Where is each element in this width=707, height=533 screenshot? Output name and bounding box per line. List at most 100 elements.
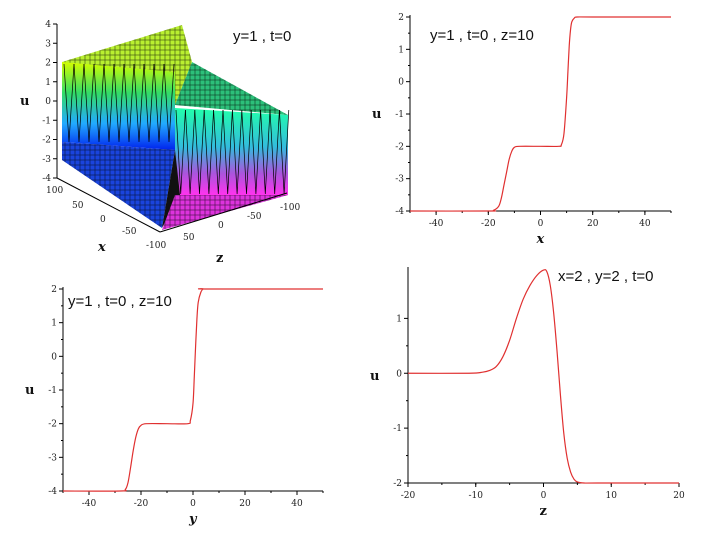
x-tick: 50 <box>72 201 84 211</box>
x-tick: -50 <box>122 227 137 237</box>
x-tick: 100 <box>46 186 63 196</box>
annotation: x=2 , y=2 , t=0 <box>558 268 653 285</box>
u-tick: -3 <box>42 155 51 165</box>
mesh-line <box>73 63 85 143</box>
mesh-line <box>133 63 145 143</box>
x-tick-label: -10 <box>469 491 484 501</box>
mesh-line <box>175 109 186 195</box>
x-tick: 0 <box>100 215 106 225</box>
u-tick: 0 <box>45 97 51 107</box>
u-axis-label: u <box>20 94 29 109</box>
x-axis-label: x <box>97 240 106 255</box>
x-tick-label: 0 <box>538 219 544 229</box>
annotation: y=1 , t=0 , z=10 <box>430 27 534 44</box>
u-tick: 1 <box>45 78 51 88</box>
mesh-line <box>143 63 155 143</box>
series-line-u <box>62 288 323 492</box>
line-chart-u-vs-x: 2 1 0 -1 -2 -3 -4 -40 -20 0 20 40 u x y=1 , t=0 , z=10 <box>372 13 672 247</box>
mesh-line <box>103 63 115 143</box>
u-tick: 3 <box>45 39 51 49</box>
z-axis-label: z <box>216 251 223 266</box>
y-axis-label: u <box>372 107 381 122</box>
y-tick-label: 1 <box>398 45 404 55</box>
mesh-line <box>83 63 95 143</box>
series-line-u <box>407 269 679 484</box>
x-tick-label: 20 <box>239 499 251 509</box>
y-tick-label: -2 <box>395 142 404 152</box>
surface-left-face <box>62 62 175 150</box>
surface-plot-3d: 4 3 2 1 0 -1 -2 -3 -4 u 100 50 0 -50 -100 -100 -… <box>20 20 300 266</box>
y-tick-label: 1 <box>51 319 57 329</box>
y-tick-label: 2 <box>51 285 57 295</box>
u-tick: -1 <box>42 116 51 126</box>
mesh-line <box>269 109 280 195</box>
u-tick: -4 <box>42 174 51 184</box>
y-tick-label: -4 <box>395 207 404 217</box>
y-axis-label: u <box>25 383 34 398</box>
y-axis-label: u <box>370 369 379 384</box>
mesh-line <box>163 63 175 143</box>
y-tick-label: -4 <box>48 487 57 497</box>
mesh-line <box>260 109 271 195</box>
mesh-line <box>213 109 224 195</box>
z-tick: -50 <box>247 212 262 222</box>
annotation: y=1 , t=0 <box>233 28 291 45</box>
mesh-line <box>123 63 135 143</box>
x-tick: -100 <box>146 241 166 251</box>
mesh-line <box>232 109 243 195</box>
y-tick-label: 2 <box>398 13 404 23</box>
x-tick-label: 40 <box>291 499 303 509</box>
y-tick-label: 0 <box>51 352 57 362</box>
z-axis-line <box>159 192 288 233</box>
z-tick: 0 <box>218 221 224 231</box>
x-tick-label: 10 <box>606 491 618 501</box>
x-axis-label: z <box>540 504 547 519</box>
y-tick-label: -1 <box>48 386 57 396</box>
y-tick-label: 1 <box>396 314 402 324</box>
x-tick-label: -40 <box>429 219 444 229</box>
mesh-line <box>241 109 252 195</box>
x-tick-label: -40 <box>82 499 97 509</box>
z-tick: -100 <box>280 203 300 213</box>
mesh-line <box>153 63 165 143</box>
mesh-line <box>63 63 75 143</box>
mesh-line <box>185 109 196 195</box>
mesh-line <box>203 109 214 195</box>
y-tick-label: -2 <box>393 479 402 489</box>
surface-body <box>62 25 290 230</box>
u-tick: 2 <box>45 59 51 69</box>
mesh-line <box>93 63 105 143</box>
x-tick-label: 20 <box>673 491 685 501</box>
series-line-u <box>409 16 671 212</box>
mesh-line <box>113 63 125 143</box>
z-tick-labels: -100 -50 0 50 <box>183 203 300 243</box>
x-axis-line <box>56 177 161 233</box>
y-tick-label: 0 <box>396 369 402 379</box>
mesh-line <box>250 109 261 195</box>
y-tick-label: -2 <box>48 420 57 430</box>
y-tick-label: -3 <box>395 175 404 185</box>
x-axis-label: y <box>188 512 198 527</box>
y-tick-label: 0 <box>398 78 404 88</box>
mesh-line <box>194 109 205 195</box>
annotation: y=1 , t=0 , z=10 <box>68 293 172 310</box>
y-tick-label: -1 <box>395 110 404 120</box>
x-axis-label: x <box>536 232 545 247</box>
y-tick-label: -3 <box>48 453 57 463</box>
x-tick-label: 0 <box>190 499 196 509</box>
line-chart-u-vs-y: 2 1 0 -1 -2 -3 -4 -40 -20 0 20 40 u y y=1 , t=0 , z=10 <box>25 285 324 527</box>
x-tick-label: -20 <box>134 499 149 509</box>
u-tick: -2 <box>42 136 51 146</box>
y-tick-label: -1 <box>393 424 402 434</box>
x-tick-label: 40 <box>639 219 651 229</box>
surface-step-wall <box>162 150 180 228</box>
x-tick-label: -20 <box>481 219 496 229</box>
x-tick-label: -20 <box>401 491 416 501</box>
x-tick-label: 0 <box>541 491 547 501</box>
mesh-line <box>222 109 233 195</box>
u-tick: 4 <box>45 20 51 30</box>
x-tick-label: 20 <box>587 219 599 229</box>
x-tick-labels: 100 50 0 -50 -100 <box>46 186 166 251</box>
z-tick: 50 <box>183 233 195 243</box>
